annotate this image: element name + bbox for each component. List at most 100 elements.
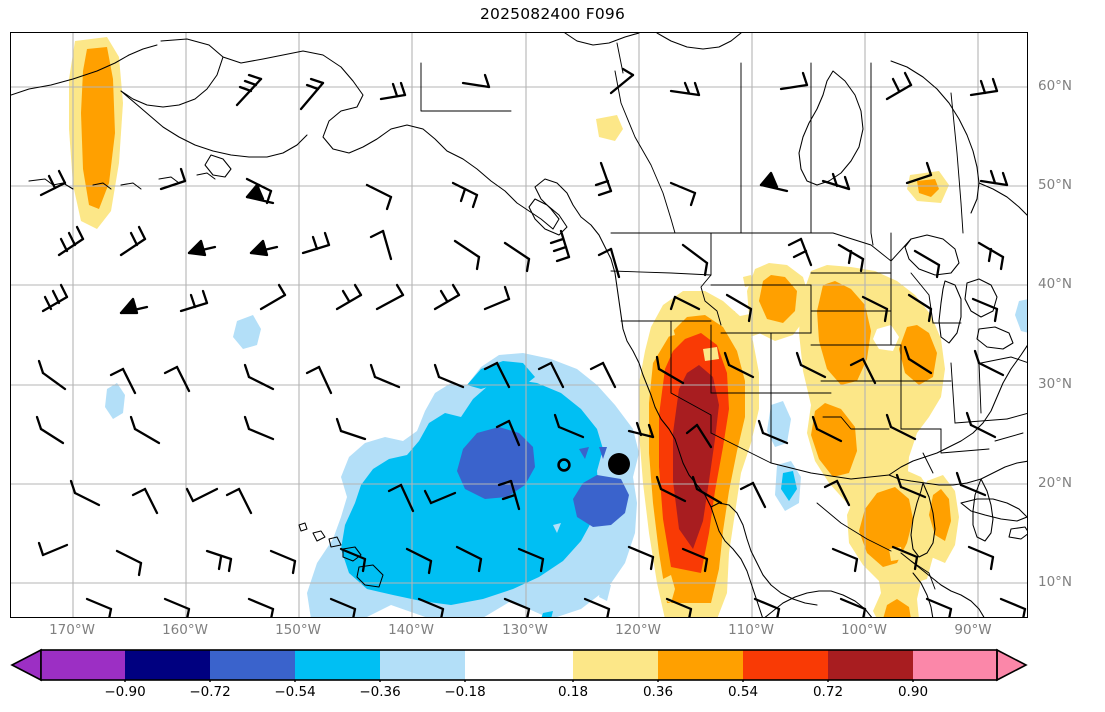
marker-layer[interactable]	[557, 453, 630, 475]
border-us-canada	[610, 232, 912, 262]
border-on-qc	[950, 92, 964, 234]
wind-barb	[503, 597, 531, 617]
wind-barb	[823, 479, 851, 507]
wind-barb	[594, 161, 613, 197]
coastline-hispaniola	[1008, 526, 1027, 540]
colorbar-seg-3	[295, 650, 380, 680]
wind-barb	[655, 475, 687, 503]
wind-barb	[483, 285, 511, 311]
colorbar-tick-label: −0.18	[444, 684, 486, 700]
wind-barb	[861, 295, 889, 323]
wind-barb	[589, 361, 617, 389]
border-bc-ab	[614, 70, 676, 234]
wind-barb	[129, 415, 161, 445]
contour-pos-speck-b	[653, 321, 675, 339]
wind-barb	[335, 283, 363, 311]
x-tick-label: 170°W	[49, 622, 95, 638]
contour-neg-islet-f	[781, 471, 797, 501]
wind-barb	[597, 247, 621, 279]
wind-barb	[895, 473, 927, 499]
x-tick-label: 150°W	[275, 622, 321, 638]
wind-barb	[973, 349, 1005, 377]
wind-barb	[999, 597, 1027, 617]
wind-barb	[69, 479, 101, 507]
wind-barb	[243, 363, 275, 391]
contour-neg-speck-a	[579, 447, 589, 459]
wind-barb	[243, 415, 275, 441]
colorbar[interactable]	[10, 648, 1028, 686]
wind-barb	[669, 181, 697, 207]
coastline-yucatan	[910, 482, 936, 558]
wind-barb	[451, 181, 479, 209]
wind-barb	[691, 475, 723, 505]
wind-barb	[885, 413, 917, 441]
wind-barb	[247, 597, 275, 617]
contour-pos-036-uppermidwest	[759, 275, 797, 323]
wind-barb	[549, 229, 571, 263]
filled-dot-marker[interactable]	[608, 453, 630, 475]
y-tick-label: 60°N	[1038, 78, 1073, 94]
wind-barb	[495, 419, 521, 447]
coastline-great-lakes-michigan	[938, 280, 962, 344]
coastline-canada-east	[890, 60, 980, 214]
wind-barb	[185, 487, 219, 503]
wind-barb-pennant	[759, 171, 789, 193]
coastline-vancouver-island	[528, 198, 568, 236]
wind-barb-pennant	[187, 239, 217, 257]
colorbar-tick-label: 0.36	[642, 684, 674, 700]
border-tn-ms-al	[940, 428, 990, 454]
border-yt-bc	[420, 62, 512, 112]
border-mexico-internal-a	[816, 502, 892, 552]
wind-barb	[163, 597, 191, 617]
contour-neg-speck-b	[599, 447, 607, 459]
coastline-great-lakes-huron-erie	[964, 278, 1014, 350]
coastline-mexico-west	[764, 590, 873, 617]
wind-barb	[497, 479, 521, 511]
colorbar-svg	[10, 648, 1028, 686]
colorbar-seg-2	[210, 650, 295, 680]
coastline-hawaii	[298, 522, 384, 588]
colorbar-tick-label: −0.90	[104, 684, 146, 700]
y-tick-label: 40°N	[1038, 276, 1073, 292]
gridline-layer	[11, 33, 1027, 617]
wind-barb	[979, 169, 1009, 187]
y-tick-label: 30°N	[1038, 376, 1073, 392]
colorbar-outline	[40, 649, 998, 681]
wind-barb	[609, 67, 635, 95]
contour-pos-072-mexico	[673, 365, 719, 549]
y-tick-label: 10°N	[1038, 574, 1073, 590]
wind-barb	[925, 597, 953, 617]
coastline-florida	[972, 478, 994, 542]
wind-barb	[305, 365, 333, 395]
border-id-mt	[700, 232, 722, 326]
contour-pos-036-plains-b	[811, 403, 857, 477]
wind-barb	[37, 541, 69, 557]
contour-pos-036-southmexico	[859, 487, 913, 567]
wind-barb	[159, 167, 187, 191]
wind-barb	[665, 597, 693, 617]
wind-barb	[811, 415, 843, 443]
border-oh-wv-pa	[980, 356, 1027, 364]
coastline-alaska-peninsula	[120, 90, 308, 158]
wind-barb	[837, 243, 865, 273]
map-plot-area[interactable]	[10, 32, 1028, 618]
contour-neg-islet-b	[233, 315, 261, 349]
wind-barb	[259, 283, 287, 311]
wind-barb	[379, 81, 407, 101]
colorbar-seg-under	[41, 650, 125, 680]
wind-barb	[905, 161, 933, 185]
wind-barb	[583, 597, 611, 617]
wind-barb	[913, 249, 941, 279]
wind-barb	[269, 549, 297, 575]
contour-neg-speck-d	[599, 585, 611, 601]
border-mb-on	[870, 62, 874, 246]
wind-barb	[57, 225, 85, 257]
wind-barb	[669, 295, 701, 311]
wind-barb	[517, 547, 545, 573]
wind-barb	[969, 77, 999, 97]
wind-barb	[723, 351, 755, 379]
wind-barb	[119, 225, 147, 257]
open-circle-marker[interactable]	[557, 458, 571, 472]
wind-barb	[965, 411, 997, 439]
